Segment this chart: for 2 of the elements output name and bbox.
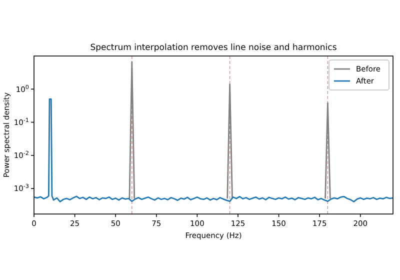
chart-title: Spectrum interpolation removes line noise and harmonics	[90, 43, 338, 53]
line-series	[34, 98, 393, 202]
